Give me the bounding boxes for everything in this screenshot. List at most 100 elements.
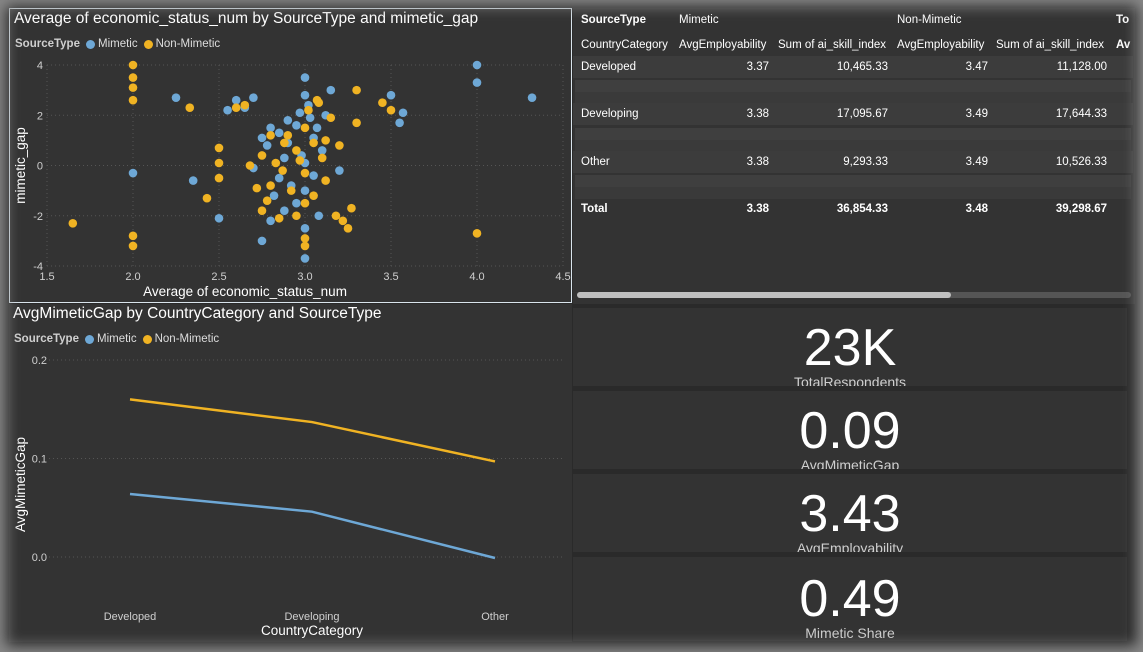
non-mimetic-point (338, 216, 348, 226)
line-legend: SourceType Mimetic Non-Mimetic (14, 333, 219, 345)
mimetic-point (283, 115, 293, 125)
mimetic-point (280, 206, 289, 216)
header-ai-skill-non-mimetic[interactable]: Sum of ai_skill_index (996, 39, 1105, 51)
header-countrycategory[interactable]: CountryCategory (581, 39, 668, 51)
kpi-card-avg-mimetic-gap[interactable]: 0.09 AvgMimeticGap (573, 391, 1127, 469)
mimetic-point (527, 93, 537, 102)
mimetic-point (395, 118, 404, 128)
matrix-horizontal-scrollbar[interactable] (577, 292, 1131, 298)
mimetic-point (300, 224, 310, 233)
header-ai-skill-mimetic[interactable]: Sum of ai_skill_index (778, 39, 887, 51)
mimetic-point (249, 93, 258, 102)
mimetic-point (292, 198, 301, 208)
cell-value: 3.37 (746, 61, 769, 73)
x-tick-label: 1.5 (39, 271, 54, 283)
line-legend-non-mimetic[interactable]: Non-Mimetic (142, 333, 219, 345)
non-mimetic-point (472, 229, 482, 238)
non-mimetic-point (252, 183, 262, 193)
header-non-mimetic[interactable]: Non-Mimetic (897, 14, 962, 26)
scatter-chart-panel[interactable]: Average of economic_status_num by Source… (9, 8, 572, 303)
kpi-card-total-respondents[interactable]: 23K TotalRespondents (573, 308, 1127, 386)
line-legend-title: SourceType (14, 333, 79, 345)
kpi-card-mimetic-share[interactable]: 0.49 Mimetic Share (573, 557, 1127, 641)
matrix-row-developing[interactable]: Developing 3.38 17,095.67 3.49 17,644.33 (573, 103, 1133, 125)
matrix-row-other[interactable]: Other 3.38 9,293.33 3.49 10,526.33 (573, 151, 1133, 173)
row-band (575, 187, 1131, 199)
non-mimetic-point (292, 146, 301, 155)
non-mimetic-point (300, 234, 310, 243)
mimetic-point (188, 176, 198, 185)
non-mimetic-point (266, 181, 275, 190)
y-tick-label: 4 (37, 60, 43, 72)
line-chart-panel[interactable]: AvgMimeticGap by CountryCategory and Sou… (9, 304, 572, 642)
mimetic-point (223, 105, 232, 115)
header-total-avg[interactable]: Av (1116, 39, 1131, 51)
line-chart-title: AvgMimeticGap by CountryCategory and Sou… (13, 305, 382, 322)
x-tick-label: 4.0 (469, 271, 484, 283)
cell-value: 3.47 (965, 61, 988, 73)
kpi-card-avg-employability[interactable]: 3.43 AvgEmployability (573, 474, 1127, 552)
mimetic-point (257, 236, 267, 246)
non-mimetic-line (129, 398, 496, 463)
non-mimetic-point (317, 153, 327, 163)
non-mimetic-point (240, 100, 250, 110)
scrollbar-thumb[interactable] (577, 292, 951, 298)
x-axis-label: CountryCategory (261, 623, 363, 638)
non-mimetic-point (128, 83, 138, 92)
non-mimetic-point (352, 118, 361, 128)
y-tick-label: 0 (37, 161, 43, 173)
scatter-legend-mimetic[interactable]: Mimetic (85, 38, 138, 50)
non-mimetic-point (300, 168, 310, 178)
non-mimetic-point (347, 203, 356, 213)
mimetic-point (305, 113, 315, 123)
non-mimetic-point (266, 131, 275, 140)
mimetic-point (231, 95, 241, 105)
matrix-header-row-2: CountryCategory AvgEmployability Sum of … (573, 34, 1133, 56)
kpi-label: AvgEmployability (796, 540, 904, 552)
mimetic-point (398, 108, 408, 118)
mimetic-legend-dot (84, 334, 94, 344)
non-mimetic-point (386, 105, 396, 115)
cell-value: 3.38 (746, 156, 769, 168)
line-legend-mimetic[interactable]: Mimetic (84, 333, 137, 345)
scatter-legend-non-mimetic[interactable]: Non-Mimetic (143, 38, 220, 50)
mimetic-point (300, 73, 310, 82)
x-tick-label: Developed (104, 611, 157, 623)
header-avgemployability-mimetic[interactable]: AvgEmployability (679, 39, 767, 51)
non-mimetic-point (280, 138, 289, 148)
row-band (575, 175, 1131, 187)
x-axis-label: Average of economic_status_num (143, 284, 347, 299)
non-mimetic-point (128, 95, 138, 105)
row-label: Developed (581, 61, 636, 73)
matrix-table[interactable]: SourceType Mimetic Non-Mimetic To Countr… (573, 8, 1135, 304)
non-mimetic-point (321, 136, 330, 145)
mimetic-point (300, 186, 310, 195)
non-mimetic-point (321, 176, 330, 185)
header-sourcetype[interactable]: SourceType (581, 14, 646, 26)
row-band (575, 128, 1131, 140)
row-band (575, 92, 1131, 104)
scatter-chart-title: Average of economic_status_num by Source… (14, 10, 479, 27)
row-label: Other (581, 156, 610, 168)
non-mimetic-point (214, 143, 224, 153)
cell-value: 3.49 (965, 108, 988, 120)
x-tick-label: Other (481, 611, 509, 623)
x-tick-label: 3.5 (383, 271, 398, 283)
cell-value: 17,644.33 (1055, 108, 1107, 120)
mimetic-point (472, 60, 482, 70)
line-plot[interactable]: 0.2 0.1 0.0 Developed Developing Other Country… (9, 304, 572, 642)
header-avgemployability-non-mimetic[interactable]: AvgEmployability (897, 39, 985, 51)
header-total[interactable]: To (1116, 14, 1130, 26)
matrix-row-developed[interactable]: Developed 3.37 10,465.33 3.47 11,128.00 (573, 56, 1133, 78)
matrix-row-total[interactable]: Total 3.38 36,854.33 3.48 39,298.67 (573, 198, 1133, 220)
matrix-header-row-1: SourceType Mimetic Non-Mimetic To (573, 9, 1133, 31)
mimetic-point (335, 166, 344, 175)
cell-value: 36,854.33 (836, 203, 888, 215)
cell-value: 3.49 (965, 156, 988, 168)
cell-value: 10,465.33 (836, 61, 888, 73)
mimetic-point (171, 93, 181, 102)
non-mimetic-point (331, 211, 341, 221)
non-mimetic-point (245, 161, 255, 170)
scatter-plot[interactable]: 4 2 0 -2 -41.5 2.0 2.5 3.0 3.5 4.0 4.5 Average of e… (10, 9, 571, 302)
header-mimetic[interactable]: Mimetic (679, 14, 719, 26)
